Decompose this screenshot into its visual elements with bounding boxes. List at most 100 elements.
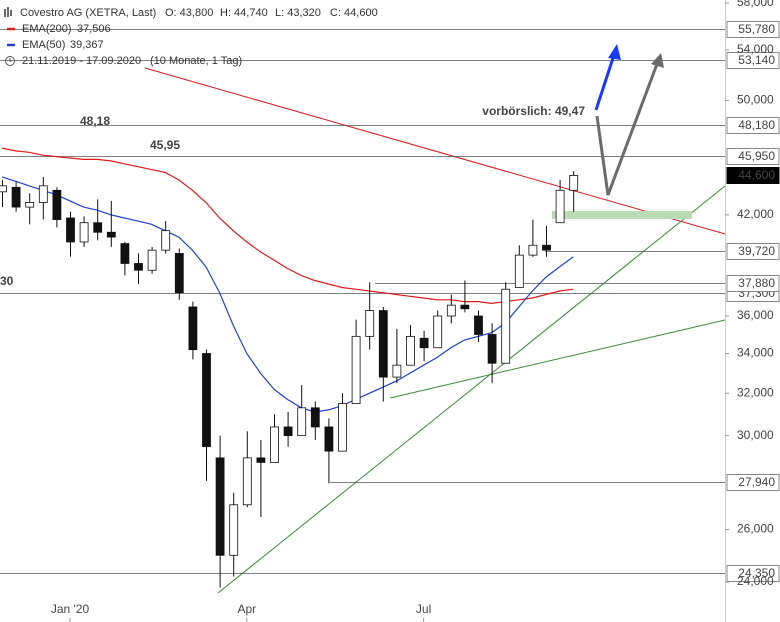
arrow-head [651,53,664,68]
price-tag-label: 45,950 [738,149,775,163]
candle-body [460,304,470,310]
candle-body [242,457,252,506]
y-tick-label: 32,000 [737,385,774,399]
candle-body [365,310,375,337]
candle-body [324,426,334,452]
icon [9,58,12,62]
candle-body [419,337,429,349]
candle-body [79,222,89,243]
ema-line [1,147,574,305]
support-zone [552,211,692,219]
quote: H: 44,740 [220,7,268,19]
candle-body [270,426,279,463]
candle-body [161,230,171,251]
price-tag [726,474,780,491]
y-tick-label: 58,000 [737,0,774,9]
candle-body [406,335,415,366]
icon [5,56,15,66]
price-tag-label: 37,880 [738,276,775,290]
y-tick-label: 50,000 [737,93,774,107]
candle-body [378,310,388,378]
x-tick-label: Jan '20 [51,602,90,616]
y-tick-label: 36,000 [737,308,774,322]
price-tag [726,275,780,292]
candle-body [25,202,35,208]
arrow [594,54,616,111]
price-tag-label: 53,140 [738,53,775,67]
legend-value: 39,367 [70,39,104,51]
trend-line [144,67,726,235]
candle-body [338,403,347,452]
trend-line [389,319,726,399]
y-tick-label: 54,000 [737,42,774,56]
quote: C: 44,600 [330,7,378,19]
legend-label: EMA(50) [22,39,65,51]
annotation: 45,95 [150,138,180,152]
price-tag-label: 24,350 [738,566,775,580]
candle-body [52,189,62,220]
annotation: 48,18 [80,114,110,128]
icon [4,7,12,17]
candle-body [487,334,497,364]
candle-body [174,253,184,294]
y-tick-label: 24,000 [737,574,774,588]
price-tag [726,243,780,260]
arrow [595,63,659,196]
period-note: (10 Monate, 1 Tag) [150,55,242,67]
candle-body [310,407,320,428]
price-tag [726,167,780,184]
price-tag-label: 27,940 [738,475,775,489]
candle-body [229,504,239,556]
title: Covestro AG (XETRA, Last) [20,7,156,19]
candle-body [569,175,579,191]
period: 21.11.2019 - 17.09.2020 [22,55,141,67]
price-tag [726,21,780,38]
trend-line [217,185,726,594]
annotation: vorbörslich: 49,47 [482,104,585,118]
y-tick-label: 26,000 [737,522,774,536]
price-tag-label: 55,780 [738,22,775,36]
candle-body [351,335,361,405]
candle-body [38,185,48,203]
candle-body [474,315,483,335]
quote: O: 43,800 [165,7,213,19]
price-tag [726,117,780,134]
candle-body [106,231,116,238]
candle-body [134,263,143,271]
y-tick-label: 42,000 [737,207,774,221]
legend: Covestro AG (XETRA, Last) O: 43,800 H: 4… [4,7,378,67]
y-tick-label: 30,000 [737,428,774,442]
candle-body [433,315,443,349]
candle-body [188,306,198,351]
candle-body [501,288,511,364]
price-tag [726,565,780,582]
x-tick-label: Jul [416,602,431,616]
candle-body [0,185,7,193]
candle-body [147,249,157,271]
price-tag-label: 39,720 [738,244,775,258]
candle-body [93,222,103,233]
y-tick-label: 34,000 [737,346,774,360]
candle-body [256,457,266,463]
price-tag-label: 48,180 [738,118,775,132]
candle-body [392,364,402,378]
candle-body [297,407,307,437]
candle-body [283,426,293,437]
candle-body [555,189,565,224]
legend-label: EMA(200) [22,23,72,35]
price-tag-label: 44,600 [738,168,775,182]
annotation: 30 [0,274,14,288]
candle-body [215,457,225,556]
candle-body [202,353,211,448]
arrow-head [608,44,621,60]
quote: L: 43,320 [275,7,321,19]
candle-body [11,186,21,208]
candle-body [446,304,456,317]
candle-body [66,217,75,243]
candle-body [514,254,524,288]
candle-body [528,244,538,256]
x-tick-label: Apr [237,602,256,616]
price-tag [726,148,780,165]
